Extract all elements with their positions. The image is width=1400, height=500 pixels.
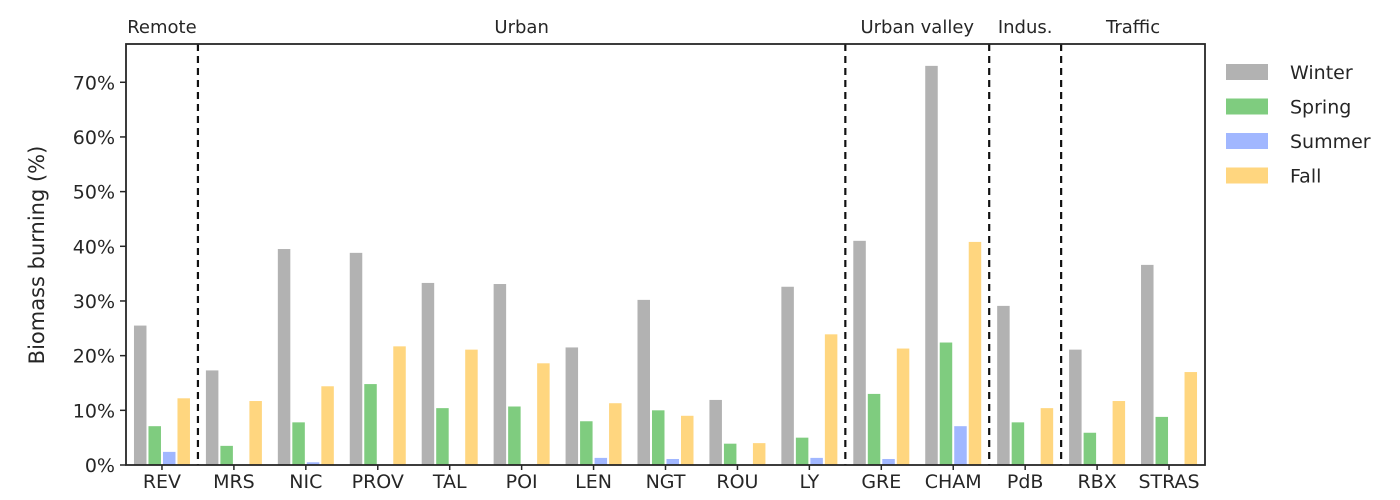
bar-fall-mrs — [249, 401, 262, 465]
x-tick-label-stras: STRAS — [1138, 471, 1199, 493]
bar-spring-nic — [292, 422, 305, 465]
bar-spring-ly — [795, 437, 809, 465]
bar-fall-rbx — [1112, 401, 1126, 465]
bar-winter-prov — [349, 252, 363, 465]
bar-winter-pdb — [997, 305, 1010, 465]
legend-label-winter: Winter — [1290, 62, 1353, 84]
bar-winter-cham — [925, 65, 938, 466]
bar-spring-cham — [939, 342, 953, 465]
bar-summer-cham — [954, 426, 967, 465]
y-tick-label: 40% — [73, 236, 115, 258]
bar-summer-nic — [306, 462, 320, 465]
bar-winter-ly — [781, 286, 794, 465]
x-tick-label-cham: CHAM — [925, 471, 982, 493]
bar-winter-ngt — [637, 299, 650, 465]
bar-fall-cham — [968, 241, 982, 465]
bar-spring-gre — [867, 393, 881, 465]
y-tick-label: 10% — [73, 400, 115, 422]
y-tick-label: 0% — [85, 455, 115, 477]
legend-swatch-fall — [1226, 167, 1268, 184]
bar-spring-rbx — [1083, 432, 1097, 465]
group-label-indus-: Indus. — [998, 17, 1053, 38]
x-tick-label-mrs: MRS — [213, 471, 255, 493]
bar-fall-ngt — [681, 415, 694, 465]
bar-winter-rou — [709, 399, 722, 465]
bar-summer-ly — [810, 457, 823, 465]
group-label-traffic: Traffic — [1105, 17, 1160, 38]
y-tick-label: 30% — [73, 291, 115, 313]
bar-winter-stras — [1141, 264, 1154, 465]
bar-winter-tal — [421, 282, 435, 465]
group-label-urban-valley: Urban valley — [860, 17, 974, 38]
y-tick-label: 70% — [73, 72, 115, 94]
x-tick-label-nic: NIC — [289, 471, 322, 493]
legend-swatch-summer — [1226, 133, 1268, 149]
y-tick-label: 50% — [73, 182, 115, 204]
bar-spring-tal — [436, 408, 449, 465]
group-label-urban: Urban — [494, 17, 548, 38]
bar-winter-gre — [853, 240, 866, 465]
bar-fall-prov — [393, 346, 406, 465]
y-tick-label: 20% — [73, 346, 115, 368]
legend-swatch-winter — [1226, 64, 1268, 80]
legend-swatch-spring — [1226, 98, 1268, 115]
bar-spring-poi — [508, 406, 521, 465]
group-label-remote: Remote — [127, 17, 196, 38]
bar-spring-mrs — [220, 445, 233, 465]
bar-fall-pdb — [1040, 408, 1054, 465]
bar-fall-rev — [177, 398, 190, 465]
bar-winter-nic — [277, 249, 291, 465]
bar-fall-ly — [824, 334, 838, 465]
bar-spring-rou — [723, 443, 737, 465]
legend-label-summer: Summer — [1290, 131, 1371, 153]
bar-fall-poi — [537, 363, 550, 465]
bar-fall-gre — [896, 348, 910, 465]
bar-spring-prov — [364, 384, 377, 465]
bar-spring-pdb — [1011, 422, 1025, 465]
bar-fall-stras — [1184, 372, 1198, 465]
bar-winter-mrs — [205, 370, 219, 465]
bar-fall-len — [609, 403, 622, 465]
x-tick-label-ngt: NGT — [646, 471, 686, 493]
bar-spring-len — [580, 421, 593, 465]
x-tick-label-poi: POI — [506, 471, 538, 493]
y-axis-title: Biomass burning (%) — [25, 146, 49, 365]
bar-winter-len — [565, 347, 579, 465]
legend-label-spring: Spring — [1290, 97, 1351, 119]
x-tick-label-rbx: RBX — [1077, 471, 1116, 493]
x-tick-label-rou: ROU — [716, 471, 758, 493]
y-tick-label: 60% — [73, 127, 115, 149]
bar-summer-rev — [162, 451, 176, 465]
bar-winter-rev — [133, 325, 147, 465]
x-tick-label-gre: GRE — [861, 471, 901, 493]
legend-label-fall: Fall — [1290, 166, 1321, 188]
x-tick-label-prov: PROV — [352, 471, 404, 493]
bar-spring-stras — [1155, 416, 1169, 465]
bar-summer-gre — [882, 458, 895, 465]
x-tick-label-tal: TAL — [432, 471, 467, 493]
bar-summer-ngt — [666, 458, 679, 465]
bar-spring-ngt — [652, 410, 665, 465]
bar-fall-nic — [321, 386, 334, 465]
bar-fall-tal — [465, 349, 478, 465]
bar-winter-poi — [493, 284, 507, 465]
x-tick-label-len: LEN — [575, 471, 612, 493]
bar-winter-rbx — [1069, 349, 1082, 465]
x-tick-label-rev: REV — [143, 471, 181, 493]
bar-summer-len — [594, 457, 608, 465]
x-tick-label-ly: LY — [800, 471, 820, 493]
bar-spring-rev — [148, 426, 161, 465]
x-tick-label-pdb: PdB — [1007, 471, 1044, 493]
bar-fall-rou — [752, 443, 766, 465]
